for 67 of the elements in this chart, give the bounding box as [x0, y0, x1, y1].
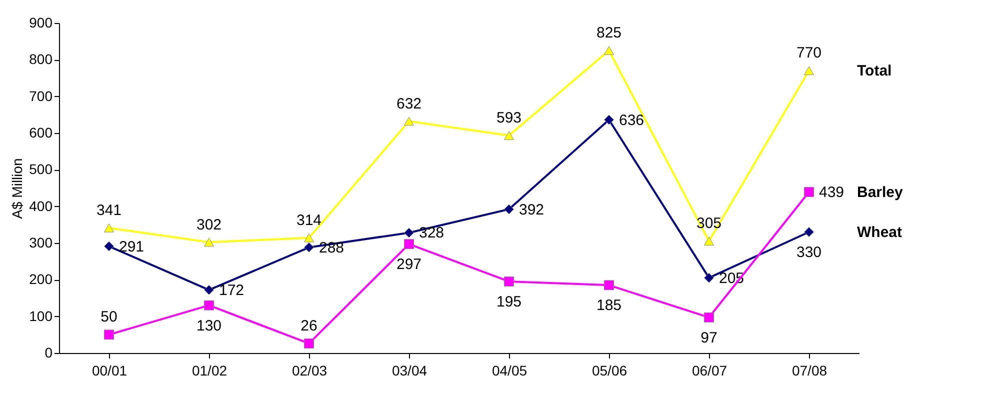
point: [404, 239, 414, 250]
text: Barley: [857, 184, 904, 202]
point: [504, 131, 514, 140]
y-axis-title: A$ Million: [9, 158, 26, 219]
x-tick-label: 01/02: [192, 362, 228, 378]
data-label: 341: [96, 202, 122, 219]
y-tick-label: 700: [29, 88, 53, 104]
data-label: 314: [296, 212, 322, 229]
data-label: 392: [519, 201, 544, 218]
y-tick-label: 300: [29, 234, 53, 250]
point: [104, 224, 114, 232]
x-tick-label: 04/05: [492, 362, 528, 378]
x-tick-label: 06/07: [692, 362, 728, 378]
data-label: 632: [396, 95, 422, 112]
data-label: 50: [100, 308, 118, 326]
point: [604, 46, 614, 55]
y-tick-label: 100: [29, 308, 53, 324]
x-tick-label: 05/06: [592, 362, 628, 378]
point: [604, 280, 614, 290]
y-tick-label: 800: [29, 51, 53, 68]
point: [104, 241, 114, 252]
point: [304, 242, 314, 252]
point: [804, 187, 814, 198]
y-tick-label: 500: [29, 161, 53, 178]
point: [204, 300, 214, 310]
data-label: 185: [596, 297, 622, 314]
data-label: 302: [196, 216, 222, 234]
data-label: 593: [496, 110, 522, 127]
point: [504, 204, 514, 214]
data-label: 26: [300, 317, 318, 334]
data-label: 97: [700, 329, 718, 346]
point: [704, 236, 714, 246]
point: [104, 330, 114, 340]
point: [304, 234, 314, 242]
y-tick-label: 0: [44, 344, 53, 360]
y-tick-label: 600: [29, 124, 53, 140]
data-label: 825: [596, 24, 622, 42]
y-tick-label: 900: [29, 14, 53, 30]
point: [604, 114, 614, 125]
point: [704, 272, 714, 283]
point: [404, 116, 414, 126]
data-label: 195: [496, 294, 522, 310]
y-tick-label: 400: [29, 198, 53, 214]
point: [204, 284, 214, 295]
point: [204, 238, 214, 247]
data-label: 439: [819, 184, 844, 202]
y-tick-label: 200: [29, 271, 53, 288]
point: [704, 312, 714, 322]
data-label: 297: [396, 256, 422, 274]
x-tick-label: 00/01: [92, 362, 128, 378]
data-label: 330: [796, 244, 822, 261]
data-label: 770: [796, 44, 822, 62]
x-tick-label: 02/03: [292, 362, 328, 378]
text: Wheat: [857, 224, 902, 241]
x-tick-label: 07/08: [792, 362, 828, 378]
point: [804, 66, 814, 76]
data-label: 291: [119, 238, 144, 256]
x-tick-label: 03/04: [392, 362, 428, 378]
data-label: 636: [619, 112, 644, 129]
point: [804, 227, 814, 237]
data-label: 172: [219, 282, 244, 299]
text: Total: [857, 62, 892, 80]
point: [404, 228, 414, 238]
data-label: 130: [196, 317, 222, 334]
point: [504, 276, 514, 286]
data-label: 328: [419, 224, 444, 242]
point: [304, 338, 314, 348]
